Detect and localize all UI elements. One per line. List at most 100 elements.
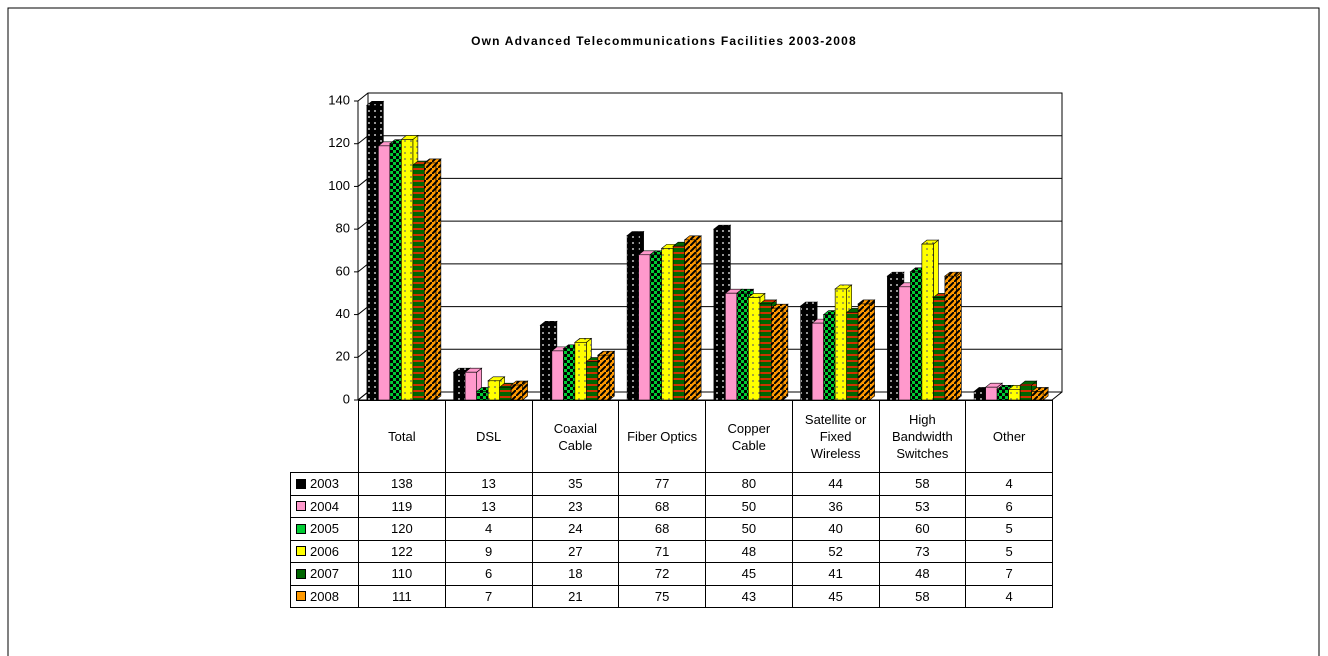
- table-cell: 13: [444, 472, 533, 496]
- legend-label: 2003: [310, 476, 339, 492]
- table-cell: 45: [791, 584, 880, 608]
- bar-face: [464, 371, 477, 401]
- table-cell: 110: [358, 562, 446, 586]
- table-cell: Copper Cable: [705, 400, 793, 473]
- bar: [597, 350, 616, 401]
- y-tick-label: 120: [328, 135, 350, 150]
- bar-face: [1031, 391, 1044, 401]
- bar-face: [713, 228, 726, 401]
- bar-face: [510, 384, 523, 401]
- grid-line: [357, 220, 1062, 230]
- table-cell: 80: [705, 472, 793, 496]
- legend-label: 2008: [310, 588, 339, 604]
- legend-swatch: [296, 478, 306, 489]
- table-cell: 73: [878, 539, 967, 563]
- bar-face: [771, 307, 784, 401]
- table-cell: 119: [358, 494, 446, 518]
- bar-face: [661, 248, 674, 401]
- table-cell: 36: [791, 494, 880, 518]
- bar-face: [401, 139, 414, 401]
- bar-face: [638, 254, 651, 401]
- chart-border: [7, 7, 1320, 656]
- bar-side: [435, 158, 442, 401]
- table-cell: 9: [444, 539, 533, 563]
- table-cell: 23: [531, 494, 620, 518]
- bar-face: [487, 380, 500, 401]
- table-cell: 35: [531, 472, 620, 496]
- table-cell: Total: [358, 400, 446, 473]
- table-cell: 52: [791, 539, 880, 563]
- table-cell: 2007: [290, 562, 359, 586]
- bar-face: [378, 145, 391, 401]
- bar-face: [476, 391, 489, 401]
- bar-face: [586, 361, 599, 401]
- bar-face: [424, 162, 437, 401]
- table-cell: 48: [705, 539, 793, 563]
- bar-face: [684, 239, 697, 401]
- table-cell: 44: [791, 472, 880, 496]
- bar-face: [759, 303, 772, 401]
- table-cell: 60: [878, 517, 967, 541]
- table-cell: 27: [531, 539, 620, 563]
- bar-side: [695, 235, 702, 401]
- legend-swatch: [296, 546, 306, 557]
- table-cell: 138: [358, 472, 446, 496]
- chart-title: Own Advanced Telecommunications Faciliti…: [471, 34, 857, 48]
- table-cell: 4: [965, 472, 1053, 496]
- table-cell: 2008: [290, 584, 359, 608]
- grid-line: [357, 263, 1062, 273]
- legend-swatch: [296, 591, 306, 602]
- bar-face: [887, 275, 900, 401]
- bar: [857, 299, 876, 401]
- table-cell: 77: [618, 472, 706, 496]
- legend-label: 2004: [310, 498, 339, 514]
- y-tick-label: 140: [328, 92, 350, 107]
- table-cell: 24: [531, 517, 620, 541]
- bar-face: [725, 292, 738, 401]
- bar-face: [499, 386, 512, 401]
- legend-label: 2007: [310, 566, 339, 582]
- table-cell: 40: [791, 517, 880, 541]
- bar: [1030, 386, 1049, 401]
- table-cell: 21: [531, 584, 620, 608]
- bar-face: [736, 292, 749, 401]
- bar-face: [574, 342, 587, 401]
- bar-face: [389, 143, 402, 401]
- bar-face: [898, 286, 911, 401]
- table-cell: 48: [878, 562, 967, 586]
- y-tick-label: 100: [328, 178, 350, 193]
- table-cell: 68: [618, 517, 706, 541]
- grid-line: [357, 177, 1062, 187]
- table-cell: 18: [531, 562, 620, 586]
- table-cell: 5: [965, 539, 1053, 563]
- table-cell: Fiber Optics: [618, 400, 706, 473]
- table-cell: 111: [358, 584, 446, 608]
- bar-face: [1019, 384, 1032, 401]
- bar-face: [1008, 389, 1021, 401]
- y-tick-label: 80: [336, 221, 350, 236]
- table-cell: 45: [705, 562, 793, 586]
- bar-face: [846, 312, 859, 401]
- legend-swatch: [296, 568, 306, 579]
- table-cell: 75: [618, 584, 706, 608]
- table-cell: 5: [965, 517, 1053, 541]
- grid-line: [357, 135, 1062, 145]
- y-tick-label: 60: [336, 263, 350, 278]
- table-cell: 41: [791, 562, 880, 586]
- table-cell: 7: [965, 562, 1053, 586]
- bar-face: [823, 314, 836, 401]
- table-cell: 13: [444, 494, 533, 518]
- table-cell: 6: [965, 494, 1053, 518]
- table-cell: 7: [444, 584, 533, 608]
- bar-face: [996, 389, 1009, 401]
- table-cell: 122: [358, 539, 446, 563]
- legend-swatch: [296, 501, 306, 512]
- table-cell: 2003: [290, 472, 359, 496]
- bar-face: [540, 324, 553, 401]
- table-cell: 53: [878, 494, 967, 518]
- table-cell: 68: [618, 494, 706, 518]
- bar-face: [551, 350, 564, 401]
- table-cell: 2006: [290, 539, 359, 563]
